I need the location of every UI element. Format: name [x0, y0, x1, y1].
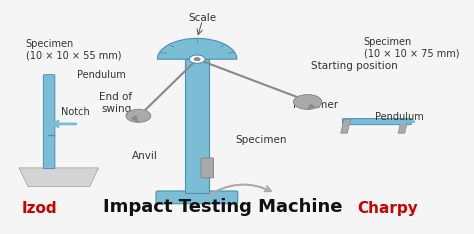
Text: Izod: Izod — [21, 201, 57, 216]
Text: Specimen
(10 × 10 × 55 mm): Specimen (10 × 10 × 55 mm) — [26, 39, 121, 61]
Text: Notch: Notch — [61, 107, 90, 117]
FancyBboxPatch shape — [43, 75, 55, 168]
Wedge shape — [157, 38, 237, 59]
Text: Impact Testing Machine: Impact Testing Machine — [102, 198, 342, 216]
Text: Pendulum: Pendulum — [76, 70, 125, 80]
Text: Hammer: Hammer — [293, 100, 338, 110]
Text: Charpy: Charpy — [357, 201, 419, 216]
Text: Anvil: Anvil — [132, 151, 158, 161]
FancyBboxPatch shape — [156, 191, 238, 204]
Text: End of
swing: End of swing — [99, 92, 132, 114]
Circle shape — [293, 95, 322, 109]
Text: Specimen
(10 × 10 × 75 mm): Specimen (10 × 10 × 75 mm) — [364, 37, 459, 58]
Text: Pendulum: Pendulum — [374, 112, 423, 122]
Text: Scale: Scale — [188, 13, 217, 22]
Text: Starting position: Starting position — [310, 61, 397, 71]
FancyBboxPatch shape — [343, 119, 411, 125]
Polygon shape — [398, 119, 408, 133]
Polygon shape — [308, 104, 315, 109]
Text: Specimen: Specimen — [236, 135, 287, 145]
Circle shape — [189, 55, 205, 63]
Circle shape — [194, 58, 200, 61]
Bar — [185, 59, 209, 193]
Polygon shape — [19, 168, 99, 186]
Circle shape — [126, 109, 151, 122]
FancyBboxPatch shape — [201, 158, 213, 178]
Polygon shape — [131, 116, 138, 122]
Polygon shape — [341, 119, 350, 133]
